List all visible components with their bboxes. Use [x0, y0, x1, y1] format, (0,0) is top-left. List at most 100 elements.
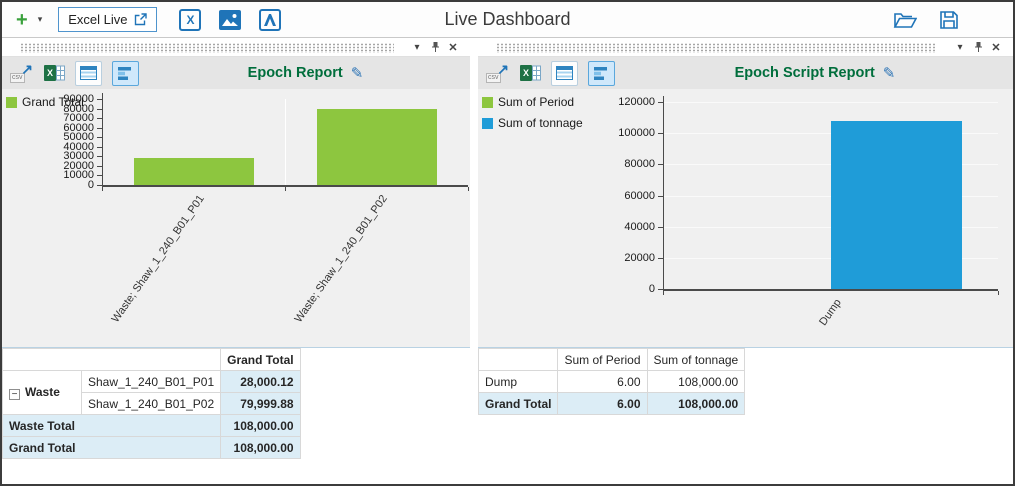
bar-sum-of-tonnage: [830, 120, 962, 289]
y-axis-tick-mark: [97, 99, 102, 100]
edit-title-icon[interactable]: ✎: [350, 65, 364, 82]
y-axis-tick-mark: [97, 137, 102, 139]
x-axis-tick-mark: [998, 291, 999, 295]
y-axis-tick-mark: [658, 226, 663, 228]
edit-title-icon[interactable]: ✎: [882, 65, 896, 82]
export-csv-icon[interactable]: csv ↗: [486, 61, 510, 83]
epoch-report-pivot-table: Grand Total − Waste Shaw_1_240_B01_P01 28…: [1, 348, 301, 459]
left-panel-toolbar: csv ↗ X Epoch Report ✎: [2, 57, 470, 89]
open-in-excel-icon[interactable]: X: [44, 65, 65, 81]
bar-grand-total: [316, 108, 437, 185]
legend-item: Sum of tonnage: [482, 116, 583, 130]
y-axis-tick-label: 70000: [63, 112, 94, 125]
y-axis-tick-label: 20000: [624, 251, 655, 264]
add-dropdown-button[interactable]: ▾: [37, 14, 43, 24]
collapse-toggle-icon[interactable]: −: [9, 389, 20, 400]
y-axis-tick-mark: [658, 257, 663, 259]
left-panel-title: Epoch Report: [247, 65, 343, 81]
chart-legend: Sum of Period Sum of tonnage: [482, 95, 583, 130]
total-value: 6.00: [557, 392, 648, 415]
export-pdf-icon[interactable]: [259, 8, 282, 31]
value-cell: 79,999.88: [220, 392, 301, 415]
right-drag-handle[interactable]: [496, 43, 937, 53]
add-panel-button[interactable]: +: [16, 8, 28, 31]
x-axis-tick-mark: [663, 291, 664, 295]
export-arrow-glyph: ↗: [21, 61, 33, 77]
y-axis-tick-label: 20000: [63, 159, 94, 172]
y-axis-tick-label: 60000: [63, 121, 94, 134]
item-label: Shaw_1_240_B01_P02: [80, 392, 222, 415]
csv-label: csv: [10, 73, 25, 83]
x-axis-tick-mark: [468, 187, 469, 191]
header-sum-of-period: Sum of Period: [557, 348, 648, 371]
total-label: Waste Total: [1, 414, 222, 437]
grand-total-row: Grand Total 108,000.00: [1, 436, 301, 459]
legend-label: Sum of Period: [498, 95, 575, 109]
panel-splitter[interactable]: [470, 40, 478, 484]
chart-view-button[interactable]: [588, 60, 615, 86]
legend-item: Sum of Period: [482, 95, 583, 109]
epoch-report-panel: ▾ ✕ csv ↗ X: [1, 40, 470, 484]
x-axis-line: [102, 185, 468, 187]
row-label: Dump: [477, 370, 559, 393]
value-cell: 6.00: [557, 370, 648, 393]
total-label: Grand Total: [1, 436, 222, 459]
y-axis-tick-label: 30000: [63, 150, 94, 163]
table-row: Shaw_1_240_B01_P02 79,999.88: [3, 392, 301, 415]
open-dashboard-icon[interactable]: [893, 10, 917, 30]
chart-view-button[interactable]: [112, 60, 139, 86]
y-axis-tick-label: 80000: [63, 102, 94, 115]
export-csv-icon[interactable]: csv ↗: [10, 61, 34, 83]
bar-chart-icon: [117, 66, 131, 80]
y-axis-line: [663, 96, 664, 289]
epoch-script-report-chart: Sum of Period Sum of tonnage 0 20000 40000…: [478, 89, 1013, 347]
legend-label: Grand Total: [22, 95, 84, 109]
left-panel-pin-icon[interactable]: [426, 41, 444, 56]
right-panel-dropdown-icon[interactable]: ▾: [957, 42, 963, 53]
y-axis-tick-mark: [97, 127, 102, 129]
y-axis-line: [102, 93, 103, 185]
export-excel-icon[interactable]: X: [179, 8, 202, 31]
excel-x-glyph: X: [186, 12, 195, 27]
left-panel-dropdown-icon[interactable]: ▾: [414, 42, 420, 53]
y-axis-tick-mark: [97, 118, 102, 120]
bar-grand-total: [133, 158, 254, 185]
x-axis-category-label: Waste; Shaw_1_240_B01_P01: [109, 193, 207, 325]
header-empty-cell: [1, 348, 222, 371]
epoch-script-report-table: Sum of Period Sum of tonnage Dump 6.00 1…: [477, 348, 746, 415]
export-image-icon[interactable]: [219, 9, 242, 30]
bar-chart-icon: [593, 66, 607, 80]
right-panel-close-icon[interactable]: ✕: [991, 42, 1001, 54]
x-axis-tick-mark: [285, 187, 286, 191]
y-axis-tick-label: 60000: [624, 189, 655, 202]
y-axis-tick-label: 80000: [624, 158, 655, 171]
total-label: Grand Total: [477, 392, 559, 415]
right-panel-toolbar: csv ↗ X Epoch Script Report ✎: [478, 57, 1013, 89]
legend-label: Sum of tonnage: [498, 116, 583, 130]
y-axis-tick-label: 40000: [63, 140, 94, 153]
right-panel-grip: ▾ ✕: [478, 40, 1013, 57]
header-sum-of-tonnage: Sum of tonnage: [646, 348, 746, 371]
external-link-icon: [134, 13, 148, 26]
excel-live-button[interactable]: Excel Live: [58, 7, 158, 32]
table-icon: [556, 66, 573, 80]
table-view-button[interactable]: [551, 60, 578, 86]
save-dashboard-icon[interactable]: [939, 10, 959, 30]
dashboard-body: ▾ ✕ csv ↗ X: [1, 38, 1013, 484]
right-panel-pin-icon[interactable]: [969, 41, 987, 56]
main-toolbar: Live Dashboard + ▾ Excel Live X: [2, 2, 1013, 38]
total-value: 108,000.00: [220, 436, 301, 459]
chart-legend: Grand Total: [6, 95, 84, 109]
csv-label: csv: [486, 73, 501, 83]
x-axis-category-label: Waste; Shaw_1_240_B01_P02: [292, 193, 390, 325]
left-drag-handle[interactable]: [20, 43, 394, 53]
y-axis-tick-label: 120000: [618, 96, 655, 108]
y-axis-tick-mark: [658, 289, 663, 290]
legend-swatch: [6, 96, 17, 108]
right-table-region: Sum of Period Sum of tonnage Dump 6.00 1…: [477, 347, 1013, 484]
y-axis-tick-label: 10000: [63, 169, 94, 182]
left-panel-close-icon[interactable]: ✕: [448, 42, 458, 54]
open-in-excel-icon[interactable]: X: [520, 65, 541, 81]
table-view-button[interactable]: [75, 60, 102, 86]
item-label: Shaw_1_240_B01_P01: [80, 370, 222, 393]
